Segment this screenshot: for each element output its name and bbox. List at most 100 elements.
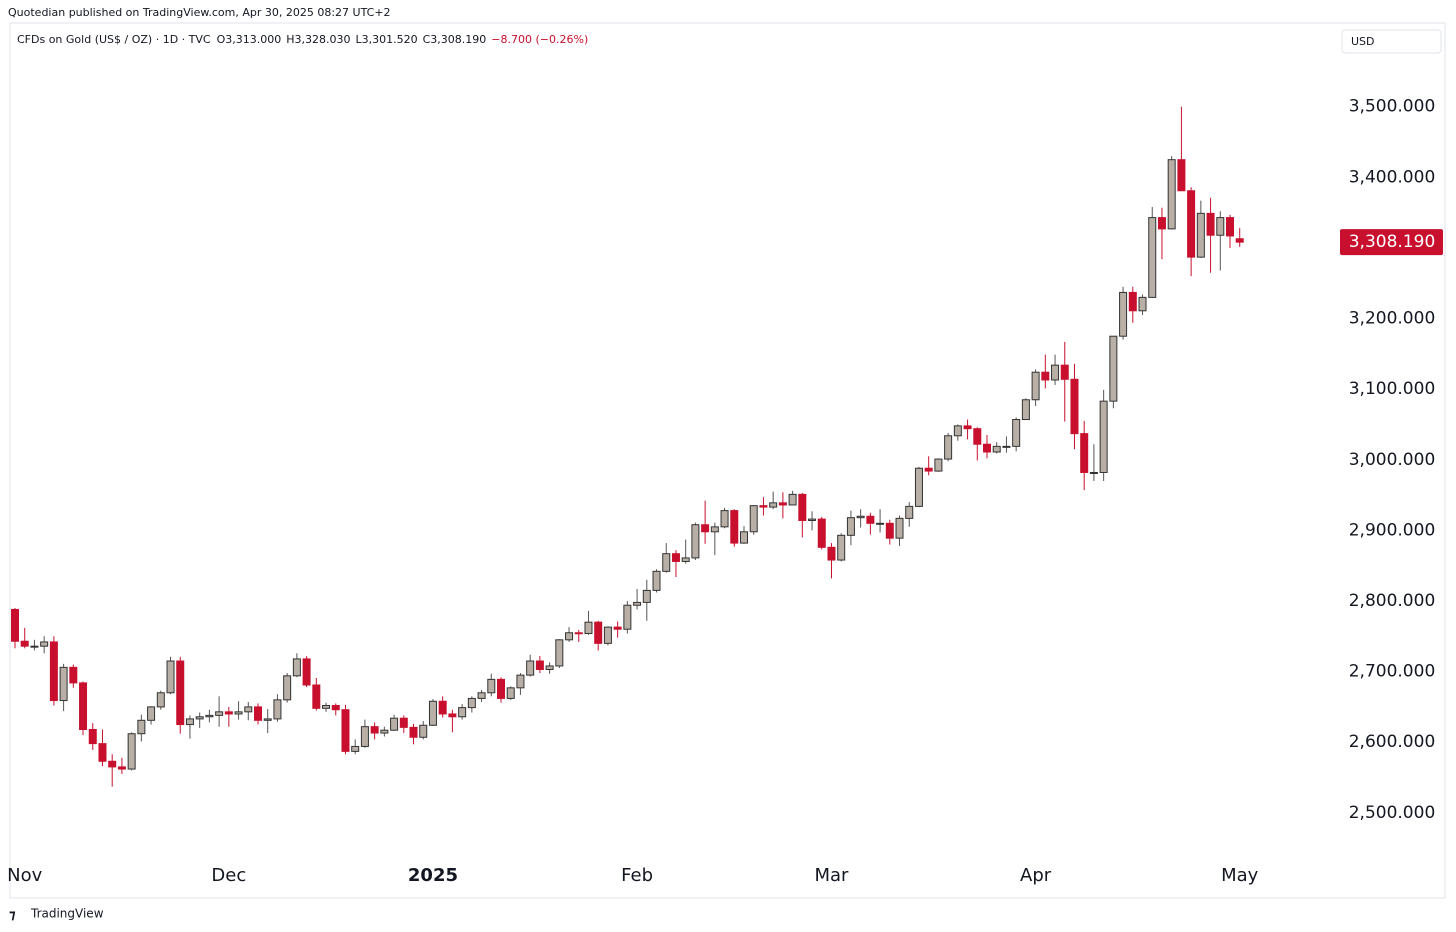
candle-body xyxy=(788,493,797,506)
candle-body xyxy=(642,589,651,603)
candle-body xyxy=(555,639,564,667)
candle-body xyxy=(127,733,136,770)
candle-body xyxy=(273,699,282,720)
x-tick-label: Mar xyxy=(814,865,849,886)
candle-body xyxy=(419,724,428,738)
candle-body xyxy=(885,522,894,539)
candle-body xyxy=(506,687,515,699)
candle-body xyxy=(837,534,846,561)
candle-body xyxy=(351,745,360,752)
candle-body xyxy=(477,692,486,699)
candle-body xyxy=(740,531,748,544)
candle-body xyxy=(205,714,214,718)
x-tick-label: Nov xyxy=(7,865,42,886)
x-tick-label: Feb xyxy=(621,865,653,886)
currency[interactable]: USD xyxy=(1351,35,1375,48)
candle-body xyxy=(1060,364,1069,380)
candle-body xyxy=(574,632,583,635)
x-tick-label: May xyxy=(1221,865,1259,886)
candle-body xyxy=(1041,371,1050,381)
candle-body xyxy=(798,493,807,521)
y-tick-label: 2,500.000 xyxy=(1349,803,1436,823)
candle-body xyxy=(594,621,603,644)
candle-body xyxy=(20,640,29,647)
candle-body xyxy=(808,518,817,521)
candle-body xyxy=(1216,217,1225,236)
candle-body xyxy=(458,707,467,718)
candle-body xyxy=(895,517,904,539)
candle-body xyxy=(224,711,233,715)
currency-button[interactable] xyxy=(1341,29,1442,54)
candle-body xyxy=(108,760,117,768)
candle-body xyxy=(749,505,758,533)
candle-body xyxy=(516,674,525,689)
candle-body xyxy=(1157,217,1166,230)
candle-body xyxy=(1012,419,1021,447)
candle-body xyxy=(817,518,826,548)
candle-body xyxy=(633,601,642,606)
candle-body xyxy=(98,743,107,762)
ohlc-value: −8.700 (−0.26%) xyxy=(491,33,588,46)
candle-body xyxy=(137,719,146,735)
candle-body xyxy=(545,665,554,670)
ohlc-value: O3,313.000 xyxy=(217,33,282,46)
x-tick-label: Dec xyxy=(211,865,246,886)
ohlc-value: C3,308.190 xyxy=(423,33,487,46)
chart-frame xyxy=(9,22,1446,899)
y-tick-label: 3,400.000 xyxy=(1349,167,1436,187)
y-tick-label: 2,700.000 xyxy=(1349,662,1436,682)
last-price-tag xyxy=(1340,229,1443,256)
candle-body xyxy=(701,524,710,533)
candle-body xyxy=(710,526,719,533)
candle-body xyxy=(1099,400,1108,473)
candle-body xyxy=(1177,159,1186,192)
candle-body xyxy=(341,709,350,752)
candle-body xyxy=(526,660,535,676)
candle-body xyxy=(263,718,272,721)
y-tick-label: 3,500.000 xyxy=(1349,97,1436,117)
candle-body xyxy=(254,706,262,721)
candle-body xyxy=(322,704,331,709)
footer: TradingView xyxy=(30,907,104,921)
candle-body xyxy=(390,717,399,731)
candle-body xyxy=(1109,335,1118,402)
candle-body xyxy=(176,660,185,726)
candle-body xyxy=(730,510,739,544)
candle-body xyxy=(370,726,379,734)
chart-title: CFDs on Gold (US$ / OZ) · 1D · TVC xyxy=(17,33,211,46)
candle-body xyxy=(244,706,253,713)
publisher: Quotedian published on TradingView.com, … xyxy=(8,6,391,19)
candle-body xyxy=(1119,291,1128,337)
candle-body xyxy=(292,658,301,677)
candle-body xyxy=(302,658,311,686)
candle-body xyxy=(283,675,292,701)
candle-body xyxy=(584,621,593,634)
candle-body xyxy=(1226,217,1234,237)
candle-body xyxy=(88,728,97,745)
candle-body xyxy=(934,458,943,472)
candle-body xyxy=(1031,371,1040,401)
candle-body xyxy=(438,700,447,715)
candle-body xyxy=(720,510,729,528)
candle-body xyxy=(1002,445,1011,448)
candle-body xyxy=(234,711,243,715)
candle-body xyxy=(846,517,855,536)
candle-body xyxy=(759,505,768,508)
candle-body xyxy=(662,553,671,572)
candles xyxy=(11,106,1244,787)
candle-body xyxy=(613,626,622,630)
ohlc-value: L3,301.520 xyxy=(356,33,418,46)
candle-body xyxy=(652,570,661,591)
candle-body xyxy=(856,515,865,519)
candle-body xyxy=(1167,159,1176,230)
candle-body xyxy=(691,524,700,559)
y-tick-label: 2,800.000 xyxy=(1349,591,1436,611)
candle-body xyxy=(827,546,836,561)
candle-body xyxy=(49,641,58,702)
candle-body xyxy=(1138,296,1147,312)
candle-body xyxy=(924,467,933,472)
y-tick-label: 3,200.000 xyxy=(1349,309,1436,329)
candle-body xyxy=(59,666,68,702)
candle-body xyxy=(487,678,496,694)
candle-body xyxy=(409,726,418,738)
